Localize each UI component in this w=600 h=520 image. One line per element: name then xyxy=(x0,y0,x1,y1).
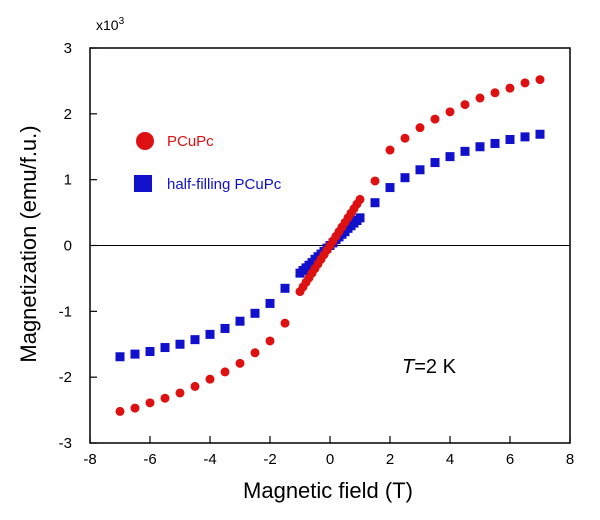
legend-label-pcupc: PCuPc xyxy=(167,133,214,150)
data-point-half-filling xyxy=(205,329,215,339)
data-point-half-filling xyxy=(385,183,395,193)
y-tick-label: 3 xyxy=(64,40,72,57)
data-point-half-filling xyxy=(355,213,365,223)
data-point-half-filling xyxy=(220,323,230,333)
data-point-pcupc xyxy=(400,133,410,143)
data-point-pcupc xyxy=(505,83,515,93)
y-tick-label: -2 xyxy=(59,369,72,386)
series-layer xyxy=(115,75,545,416)
legend-label-half-filling: half-filling PCuPc xyxy=(167,176,282,193)
data-point-half-filling xyxy=(115,352,125,362)
data-point-pcupc xyxy=(460,100,470,110)
data-point-half-filling xyxy=(535,129,545,139)
data-point-half-filling xyxy=(490,138,500,148)
data-point-half-filling xyxy=(160,343,170,353)
data-point-pcupc xyxy=(220,367,230,377)
data-point-pcupc xyxy=(430,114,440,124)
y-tick-label: -1 xyxy=(59,303,72,320)
data-point-pcupc xyxy=(235,358,245,368)
data-point-half-filling xyxy=(370,198,380,208)
data-point-pcupc xyxy=(250,348,260,358)
x-tick-label: -4 xyxy=(203,451,216,468)
legend-marker-half-filling xyxy=(134,175,152,192)
data-point-half-filling xyxy=(265,298,275,308)
x-tick-label: 2 xyxy=(386,451,394,468)
data-point-pcupc xyxy=(145,398,155,408)
x-tick-label: 4 xyxy=(446,451,454,468)
data-point-pcupc xyxy=(280,318,290,328)
data-point-half-filling xyxy=(280,283,290,293)
annotation-symbol: T xyxy=(402,356,416,378)
data-point-pcupc xyxy=(415,123,425,133)
data-point-pcupc xyxy=(475,93,485,103)
data-point-pcupc xyxy=(160,393,170,403)
y-tick-label: 1 xyxy=(64,172,72,189)
data-point-pcupc xyxy=(190,381,200,391)
y-multiplier: x103 xyxy=(96,16,125,33)
data-point-half-filling xyxy=(460,146,470,156)
y-tick-label: 0 xyxy=(64,238,72,255)
data-point-pcupc xyxy=(385,145,395,155)
data-point-half-filling xyxy=(445,152,455,162)
x-ticks: -8 -6 -4 -2 0 2 4 6 8 xyxy=(83,436,574,468)
data-point-half-filling xyxy=(175,339,185,349)
x-tick-label: 8 xyxy=(566,451,574,468)
data-point-half-filling xyxy=(130,349,140,359)
legend: PCuPc half-filling PCuPc xyxy=(134,132,282,193)
y-axis-title: Magnetization (emu/f.u.) xyxy=(16,125,41,362)
x-tick-label: 6 xyxy=(506,451,514,468)
data-point-pcupc xyxy=(490,88,500,98)
data-point-half-filling xyxy=(145,346,155,356)
y-multiplier-exponent: 3 xyxy=(119,16,125,27)
data-point-half-filling xyxy=(235,316,245,326)
data-point-pcupc xyxy=(115,406,125,416)
x-tick-label: -6 xyxy=(143,451,156,468)
x-tick-label: -2 xyxy=(263,451,276,468)
data-point-half-filling xyxy=(190,335,200,345)
series-0 xyxy=(115,75,545,416)
data-point-half-filling xyxy=(415,165,425,175)
y-tick-label: 2 xyxy=(64,106,72,123)
y-multiplier-base: x10 xyxy=(96,17,119,33)
data-point-pcupc xyxy=(355,194,365,204)
legend-marker-pcupc xyxy=(136,132,154,150)
data-point-pcupc xyxy=(130,403,140,413)
data-point-half-filling xyxy=(430,158,440,168)
data-point-pcupc xyxy=(445,107,455,117)
x-tick-label: -8 xyxy=(83,451,96,468)
data-point-pcupc xyxy=(535,75,545,85)
y-ticks: -3 -2 -1 0 1 2 3 xyxy=(59,40,97,452)
annotation-value: =2 K xyxy=(414,356,456,378)
data-point-half-filling xyxy=(520,132,530,142)
data-point-half-filling xyxy=(475,142,485,152)
data-point-pcupc xyxy=(175,388,185,398)
data-point-pcupc xyxy=(265,336,275,346)
x-tick-label: 0 xyxy=(326,451,334,468)
data-point-pcupc xyxy=(370,176,380,186)
y-tick-label: -3 xyxy=(59,435,72,452)
temperature-annotation: T=2 K xyxy=(402,356,457,378)
data-point-half-filling xyxy=(250,308,260,318)
data-point-half-filling xyxy=(400,173,410,183)
data-point-half-filling xyxy=(505,135,515,145)
data-point-pcupc xyxy=(520,78,530,88)
x-axis-title: Magnetic field (T) xyxy=(243,478,413,503)
data-point-pcupc xyxy=(205,374,215,384)
